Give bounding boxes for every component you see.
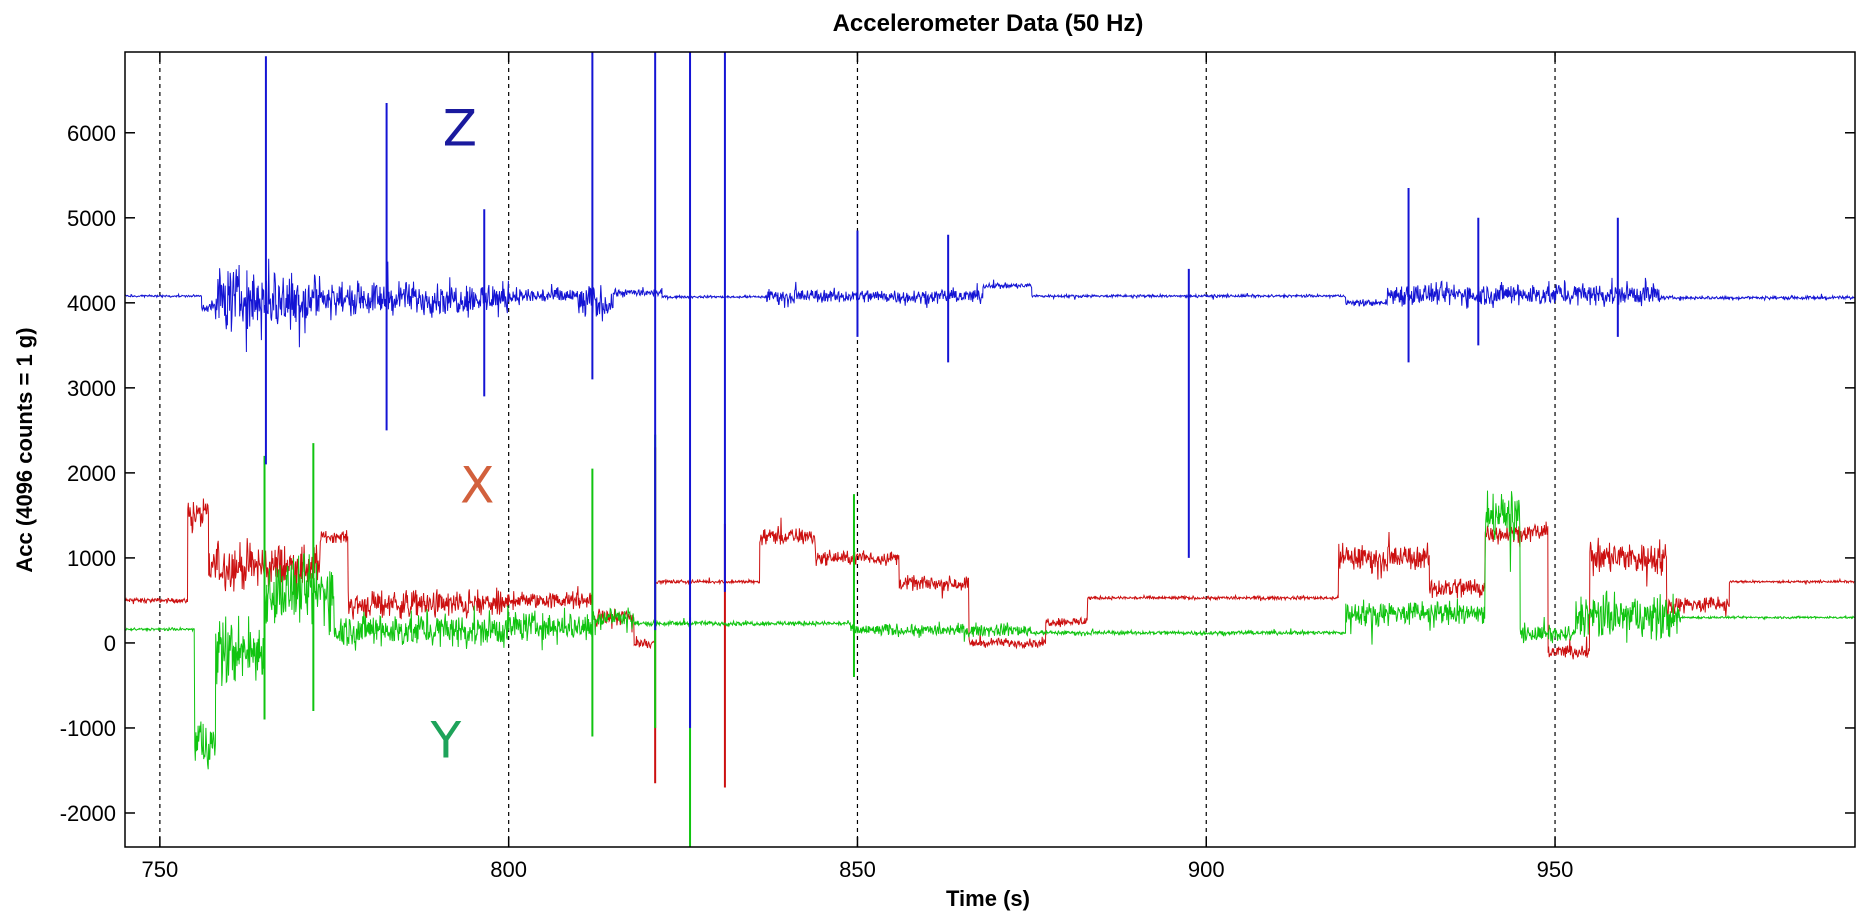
- x-tick-label: 950: [1537, 857, 1574, 882]
- x-tick-label: 850: [839, 857, 876, 882]
- y-tick-label: 2000: [67, 461, 116, 486]
- axis-ticks: 750 800 850 900 950 -2000 -1000 0 1000 2000 3000 40…: [60, 52, 1855, 882]
- y-tick-label: 4000: [67, 291, 116, 316]
- series-z: [124, 52, 1855, 728]
- plot-frame: [124, 51, 1856, 848]
- chart-title: Accelerometer Data (50 Hz): [833, 10, 1144, 37]
- annotation-y: Y: [430, 712, 462, 770]
- data-series: [124, 52, 1855, 847]
- y-tick-label: 6000: [67, 121, 116, 146]
- y-tick-label: -2000: [60, 801, 116, 826]
- x-axis-label: Time (s): [946, 886, 1030, 911]
- y-tick-label: 0: [104, 631, 116, 656]
- series-annotations: Z X Y: [430, 100, 495, 770]
- x-tick-label: 900: [1188, 857, 1225, 882]
- series-line-y: [124, 490, 1855, 770]
- annotation-x: X: [460, 457, 494, 515]
- y-tick-label: 3000: [67, 376, 116, 401]
- series-line-x: [124, 498, 1855, 660]
- y-tick-label: 1000: [67, 546, 116, 571]
- y-tick-label: -1000: [60, 716, 116, 741]
- annotation-z: Z: [443, 100, 477, 158]
- series-line-z: [124, 258, 1855, 353]
- x-tick-label: 750: [142, 857, 179, 882]
- series-y: [124, 434, 1855, 847]
- x-tick-label: 800: [490, 857, 527, 882]
- y-tick-label: 5000: [67, 206, 116, 231]
- y-axis-label: Acc (4096 counts = 1 g): [12, 327, 37, 572]
- plot-area: [125, 52, 1855, 847]
